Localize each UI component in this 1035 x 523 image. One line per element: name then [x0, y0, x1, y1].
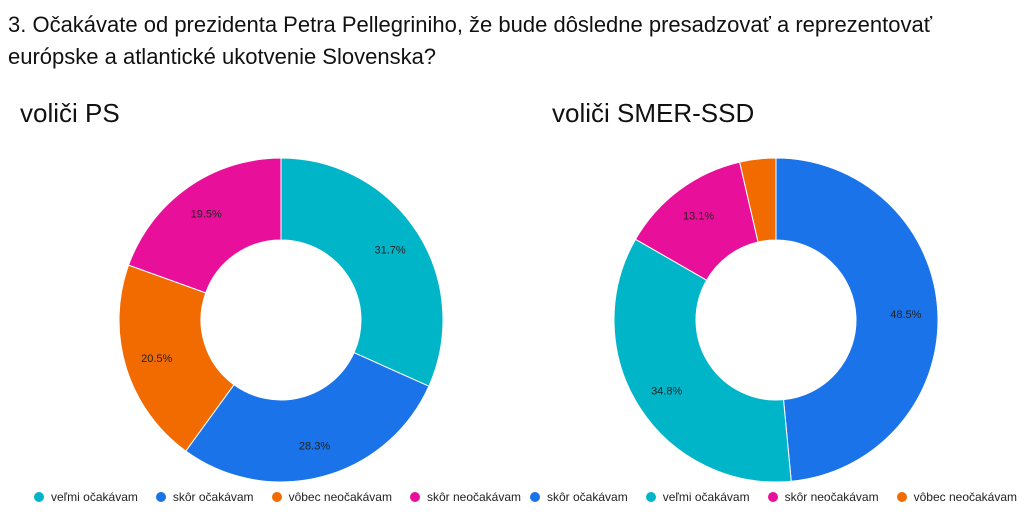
- legend-dot-icon: [271, 492, 282, 502]
- legend-label: veľmi očakávam: [51, 490, 138, 504]
- data-label-skor-neocakavam: 19.5%: [191, 209, 222, 221]
- legend-item-skor-ocakavam: skôr očakávam: [155, 489, 254, 505]
- legend-item-skor-neocakavam: skôr neočakávam: [409, 489, 522, 505]
- legend-item-skor-neocakavam: skôr neočakávam: [767, 489, 879, 505]
- slice-vobec-neocakavam: [118, 264, 235, 452]
- slice-velmi-ocakavam: [280, 157, 444, 387]
- legend-smer-ssd: skôr očakávam veľmi očakávam skôr neočakáv…: [530, 489, 1017, 505]
- legend-dot-icon: [645, 492, 656, 502]
- legend-dot-icon: [34, 492, 44, 502]
- slice-skor-neocakavam: [127, 157, 282, 294]
- donut-chart-smer-ssd: 48.5% 34.8% 13.1%: [613, 157, 939, 483]
- data-label-velmi-ocakavam: 31.7%: [374, 244, 405, 256]
- legend-dot-icon: [155, 492, 166, 502]
- legend-item-velmi-ocakavam: veľmi očakávam: [34, 489, 138, 505]
- data-label-skor-ocakavam: 48.5%: [890, 309, 921, 321]
- data-label-velmi-ocakavam: 34.8%: [651, 385, 682, 397]
- data-label-skor-neocakavam: 13.1%: [683, 211, 714, 223]
- slice-velmi-ocakavam: [613, 238, 792, 483]
- question-text: 3. Očakávate od prezidenta Petra Pellegr…: [8, 12, 932, 69]
- legend-label: skôr neočakávam: [426, 490, 522, 504]
- legend-label: vôbec neočakávam: [288, 490, 392, 504]
- legend-item-skor-ocakavam: skôr očakávam: [530, 489, 628, 505]
- legend-dot-icon: [896, 492, 907, 502]
- slice-skor-ocakavam: [775, 157, 939, 482]
- legend-item-velmi-ocakavam: veľmi očakávam: [645, 489, 750, 505]
- legend-label: skôr očakávam: [172, 490, 254, 504]
- donut-chart-ps: 31.7% 28.3% 20.5% 19.5%: [118, 157, 444, 483]
- chart-title-smer-ssd: voliči SMER-SSD: [552, 98, 755, 128]
- legend-item-vobec-neocakavam: vôbec neočakávam: [896, 489, 1018, 505]
- data-label-vobec-neocakavam: 20.5%: [141, 353, 172, 365]
- legend-item-vobec-neocakavam: vôbec neočakávam: [271, 489, 392, 505]
- slice-skor-ocakavam: [185, 352, 430, 483]
- slice-vobec-neocakavam: [739, 157, 777, 243]
- legend-dot-icon: [409, 492, 420, 502]
- legend-label: skôr neočakávam: [784, 490, 879, 504]
- legend-dot-icon: [530, 492, 540, 502]
- legend-dot-icon: [767, 492, 778, 502]
- legend-ps: veľmi očakávam skôr očakávam vôbec neočaká…: [34, 489, 521, 505]
- legend-label: veľmi očakávam: [662, 490, 750, 504]
- chart-title-ps: voliči PS: [20, 98, 120, 128]
- legend-label: skôr očakávam: [547, 490, 628, 504]
- legend-label: vôbec neočakávam: [913, 490, 1018, 504]
- data-label-skor-ocakavam: 28.3%: [299, 441, 330, 453]
